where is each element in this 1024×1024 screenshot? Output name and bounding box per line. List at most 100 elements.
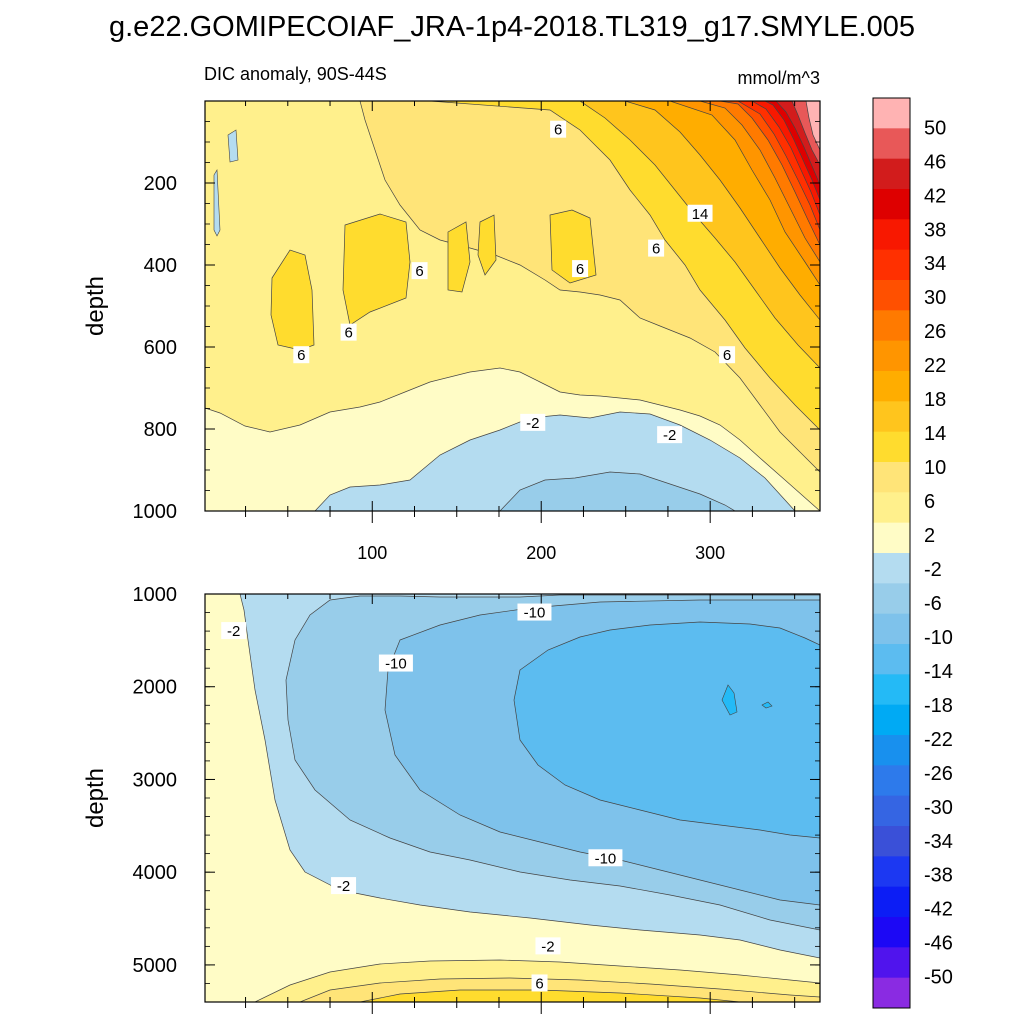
top-subtitle-left: DIC anomaly, 90S-44S	[204, 64, 387, 84]
contour-label-upper-1: 14	[687, 204, 713, 223]
colorbar-label-17: -18	[924, 695, 953, 717]
colorbar-swatch-8	[873, 340, 910, 372]
y-tick-label-lower-2000: 2000	[133, 677, 178, 699]
contour-label-text-lower-5: -2	[541, 938, 554, 955]
upper-neg-sliver-2	[227, 129, 239, 163]
x-tick-label-200: 200	[526, 543, 556, 563]
upper-band-o	[805, 101, 820, 151]
colorbar-label-8: 18	[924, 389, 946, 411]
axes: 100 200 300 200 400 600 800 1000 depth 1000 2000 30…	[82, 100, 820, 1014]
panel-upper	[205, 101, 820, 511]
colorbar-label-2: 42	[924, 185, 946, 207]
contour-label-text-lower-1: -10	[524, 605, 546, 622]
contour-label-lower-5: -2	[535, 937, 561, 955]
figure-title: g.e22.GOMIPECOIAF_JRA-1p4-2018.TL319_g17…	[109, 11, 915, 43]
colorbar-label-22: -38	[924, 865, 953, 887]
lower-band-e	[513, 621, 820, 839]
contour-label-lower-2: -10	[378, 654, 413, 673]
upper-neg-band-2	[499, 471, 736, 511]
upper-blob-3	[447, 221, 471, 293]
contour-label-upper-4: 6	[648, 239, 665, 258]
contour-label-text-upper-9: -2	[663, 427, 676, 444]
colorbar-label-4: 34	[924, 253, 946, 275]
contour-label-lower-1: -10	[517, 603, 552, 622]
colorbar-label-25: -50	[924, 967, 953, 989]
y-tick-label-lower-3000: 3000	[133, 769, 178, 791]
colorbar-swatch-26	[873, 886, 910, 918]
colorbar-swatch-6	[873, 280, 910, 311]
contour-label-text-upper-5: 6	[344, 325, 352, 342]
lower-band-f	[721, 684, 738, 716]
colorbar-swatch-11	[873, 431, 910, 463]
contour-label-text-lower-0: -2	[227, 623, 240, 640]
colorbar-swatch-25	[873, 856, 910, 888]
y-tick-label-upper-600: 600	[144, 337, 177, 359]
contour-label-upper-2: 6	[411, 262, 428, 280]
colorbar-label-9: 14	[924, 423, 946, 445]
colorbar-swatch-14	[873, 522, 910, 554]
colorbar-swatch-4	[873, 219, 910, 251]
colorbar-label-15: -10	[924, 627, 953, 649]
contour-label-text-upper-8: -2	[526, 415, 539, 432]
y-tick-label-upper-800: 800	[144, 419, 177, 441]
colorbar-swatch-7	[873, 310, 910, 342]
panel-lower	[205, 594, 820, 1002]
colorbar-label-1: 46	[924, 151, 946, 173]
x-tick-label-300: 300	[695, 543, 725, 563]
contour-label-upper-6: 6	[293, 346, 310, 364]
colorbar-swatch-5	[873, 249, 910, 281]
colorbar-label-23: -42	[924, 899, 953, 921]
colorbar-swatch-15	[873, 553, 910, 584]
colorbar-label-12: 2	[924, 525, 935, 547]
colorbar-swatch-21	[873, 735, 910, 766]
contour-label-upper-9: -2	[657, 426, 683, 444]
y-tick-label-lower-4000: 4000	[133, 862, 178, 884]
colorbar-frame	[872, 97, 911, 1009]
contour-labels: 6 14 6 6 6 6 6 6 -2 -2 -2 -10 -10 -10 -2 -2 6	[221, 120, 736, 992]
upper-blob-4	[477, 214, 497, 276]
contour-label-text-upper-7: 6	[723, 347, 731, 364]
contour-label-text-lower-4: -2	[337, 878, 350, 895]
colorbar: 50 46 42 38 34 30 26 22 18 14 10 6 2 -2 -6 -10 -14 -18 -22…	[872, 97, 953, 1009]
contour-label-text-lower-2: -10	[385, 656, 407, 673]
lower-band-g	[761, 701, 773, 709]
colorbar-swatch-0	[873, 98, 910, 129]
colorbar-swatch-16	[873, 583, 910, 615]
colorbar-swatch-20	[873, 704, 910, 736]
y-tick-label-upper-200: 200	[144, 173, 177, 195]
colorbar-label-3: 38	[924, 219, 946, 241]
colorbar-swatch-29	[873, 977, 910, 1009]
upper-neg-sliver	[213, 168, 221, 237]
colorbar-label-16: -14	[924, 661, 953, 683]
y-axis-label-upper: depth	[82, 276, 109, 336]
colorbar-swatch-13	[873, 492, 910, 524]
x-tick-label-100: 100	[357, 543, 387, 563]
contour-label-lower-3: -10	[588, 849, 623, 867]
upper-blob-1	[270, 249, 315, 351]
colorbar-swatch-23	[873, 795, 910, 827]
y-tick-label-lower-5000: 5000	[133, 955, 178, 977]
colorbar-label-6: 26	[924, 321, 946, 343]
contour-label-upper-5: 6	[340, 323, 357, 342]
colorbar-label-0: 50	[924, 117, 946, 139]
colorbar-swatch-12	[873, 462, 910, 493]
colorbar-swatch-22	[873, 765, 910, 797]
contour-label-text-upper-6: 6	[297, 347, 305, 364]
colorbar-label-10: 10	[924, 457, 946, 479]
contour-label-text-upper-4: 6	[652, 241, 660, 258]
upper-blob-2	[342, 213, 411, 326]
colorbar-swatch-9	[873, 371, 910, 402]
colorbar-swatch-19	[873, 674, 910, 706]
y-axis-label-lower: depth	[82, 768, 109, 828]
colorbar-swatch-28	[873, 947, 910, 979]
contour-label-text-upper-3: 6	[576, 261, 584, 278]
contour-label-text-upper-2: 6	[415, 263, 423, 280]
contour-label-text-lower-6: 6	[535, 975, 543, 992]
lower-pos-band-3	[359, 989, 741, 1002]
colorbar-label-5: 30	[924, 287, 946, 309]
contour-label-upper-8: -2	[520, 413, 546, 432]
colorbar-swatch-3	[873, 189, 910, 220]
contour-label-text-lower-3: -10	[595, 850, 617, 867]
colorbar-label-11: 6	[924, 491, 935, 513]
top-subtitle-units: mmol/m^3	[738, 68, 820, 88]
